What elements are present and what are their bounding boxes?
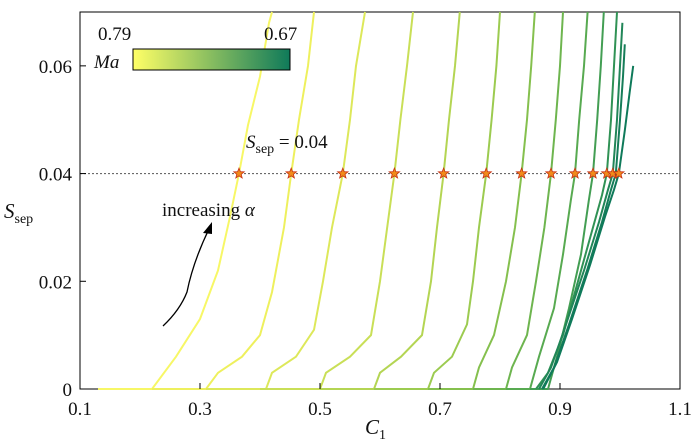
star-marker-3 (336, 166, 350, 179)
colorbar: 0.79 0.67 Ma (93, 24, 297, 73)
increasing-alpha-annotation: increasing α (162, 200, 256, 221)
axes-layer: 0.1 0.3 0.5 0.7 0.9 1.1 0 0.02 0.04 0.06 (39, 57, 692, 420)
star-marker-9 (568, 166, 582, 179)
series-line-5 (320, 11, 461, 390)
y-tick-label: 0 (63, 380, 73, 401)
star-marker-6 (479, 166, 493, 179)
y-tick-label: 0.04 (39, 165, 73, 186)
star-marker-1 (232, 166, 246, 179)
colorbar-title: Ma (93, 52, 119, 73)
x-tick-label: 0.7 (428, 399, 452, 420)
colorbar-gradient (132, 48, 291, 71)
y-tick-label: 0.06 (39, 57, 72, 78)
series-line-12 (538, 22, 624, 390)
arrow-head-icon (203, 222, 212, 234)
x-axis-label: C1 (365, 415, 386, 442)
x-tick-label: 0.5 (308, 399, 332, 420)
star-marker-10 (586, 166, 600, 179)
y-axis-label: Ssep (4, 199, 33, 227)
series-line-4 (260, 11, 414, 390)
series-line-13 (541, 44, 626, 390)
x-tick-label: 1.1 (668, 399, 692, 420)
series-line-6 (374, 11, 501, 390)
series-layer (98, 11, 635, 390)
x-tick-label: 0.3 (188, 399, 212, 420)
star-marker-2 (284, 166, 298, 179)
star-marker-7 (515, 166, 528, 179)
series-line-14 (542, 65, 635, 390)
star-marker-13 (612, 166, 626, 179)
star-marker-8 (544, 166, 558, 179)
x-tick-label: 0.1 (68, 399, 92, 420)
colorbar-min-label: 0.67 (264, 24, 297, 45)
increasing-arrow (162, 228, 210, 327)
series-line-9 (506, 11, 589, 390)
reference-line-label: Ssep = 0.04 (246, 132, 328, 157)
marker-layer (232, 166, 626, 179)
star-marker-4 (388, 166, 401, 179)
series-line-2 (152, 11, 315, 390)
colorbar-max-label: 0.79 (98, 24, 131, 45)
series-line-3 (206, 11, 366, 390)
series-line-7 (428, 11, 536, 390)
x-tick-label: 0.9 (548, 399, 572, 420)
series-line-8 (473, 11, 564, 390)
y-tick-label: 0.02 (39, 272, 72, 293)
star-marker-5 (437, 166, 450, 179)
